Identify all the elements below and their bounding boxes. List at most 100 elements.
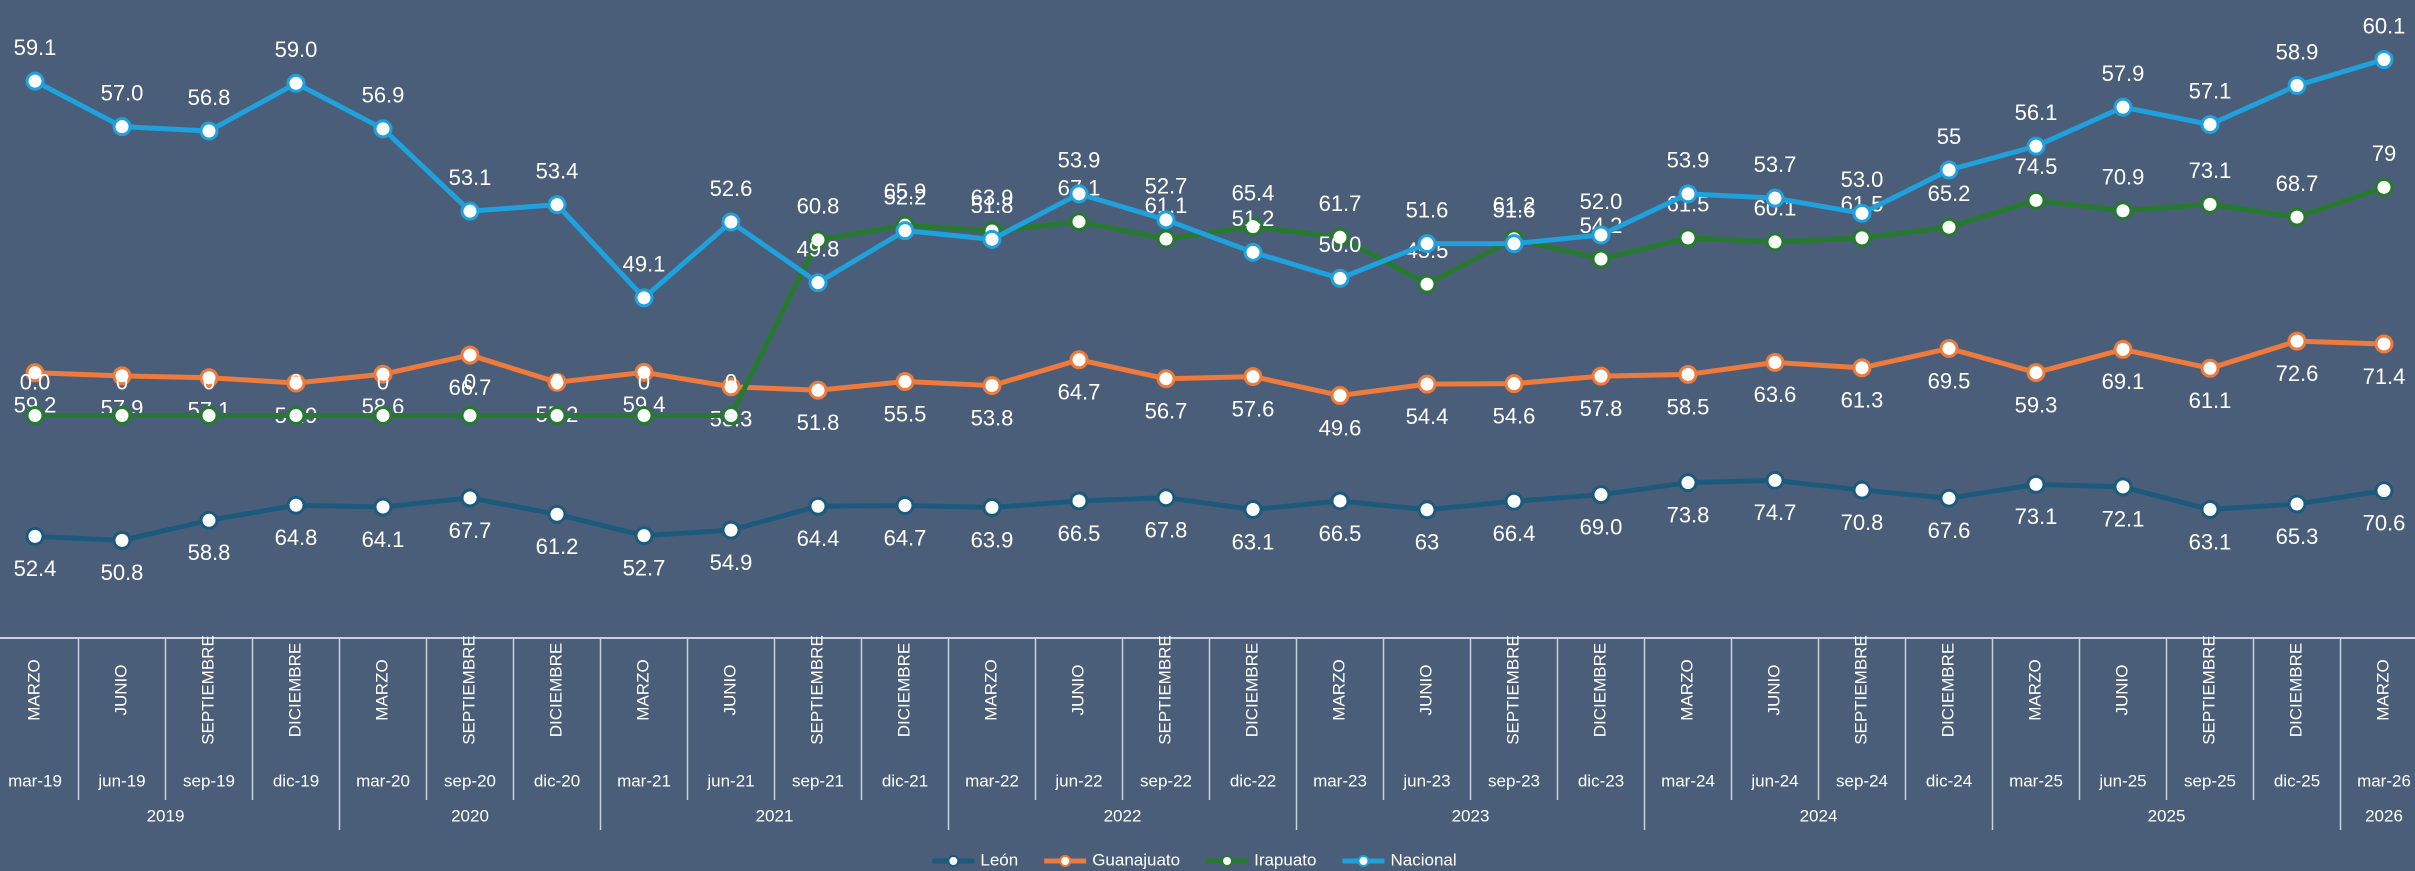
data-label: 69.0	[1580, 514, 1623, 539]
point	[373, 497, 393, 517]
point	[1417, 500, 1437, 520]
point	[286, 495, 306, 515]
data-label: 51.6	[1493, 197, 1536, 222]
data-label: 57.8	[1580, 396, 1623, 421]
point	[199, 510, 219, 530]
point	[25, 71, 45, 91]
point	[2113, 97, 2133, 117]
data-label: 56.7	[1145, 399, 1188, 424]
point	[199, 406, 219, 426]
point	[1243, 367, 1263, 387]
month-label: JUNIO	[2112, 665, 2131, 716]
legend: León Guanajuato Irapuato Nacional	[932, 850, 1457, 869]
point	[1504, 374, 1524, 394]
point	[1591, 366, 1611, 386]
x-tick-label: dic-24	[1926, 771, 1972, 790]
point	[1678, 228, 1698, 248]
point	[2287, 76, 2307, 95]
legend-label: Nacional	[1390, 850, 1456, 869]
x-tick-label: dic-19	[273, 771, 319, 790]
point	[1504, 234, 1524, 254]
point	[1330, 491, 1350, 511]
month-label: JUNIO	[111, 665, 130, 716]
data-label: 61.1	[2189, 388, 2232, 413]
data-label: 49.8	[797, 236, 840, 261]
point	[1156, 210, 1176, 230]
data-label: 61.2	[536, 534, 579, 559]
point	[1069, 350, 1089, 370]
point	[199, 121, 219, 141]
point	[2374, 177, 2394, 197]
year-label: 2026	[2365, 806, 2403, 825]
x-tick-label: mar-25	[2009, 771, 2063, 790]
legend-label: Guanajuato	[1092, 850, 1180, 869]
point	[286, 406, 306, 426]
point	[1591, 485, 1611, 505]
data-label: 53.9	[1667, 148, 1710, 173]
legend-marker	[1059, 855, 1072, 867]
point	[634, 288, 654, 308]
data-label: 50.0	[1319, 232, 1362, 257]
data-label: 66.5	[1058, 521, 1101, 546]
series-line	[33, 57, 2385, 301]
point	[1243, 242, 1263, 262]
data-label: 52.7	[1145, 174, 1188, 199]
x-tick-label: sep-21	[792, 771, 844, 790]
point	[634, 406, 654, 426]
point	[634, 362, 654, 382]
data-label: 0	[551, 369, 563, 394]
x-tick-label: mar-23	[1313, 771, 1367, 790]
point	[1852, 228, 1872, 248]
point	[547, 195, 567, 215]
point	[1417, 374, 1437, 394]
data-label: 56.8	[188, 85, 231, 110]
point	[2287, 331, 2307, 351]
point	[460, 345, 480, 365]
year-label: 2021	[756, 806, 794, 825]
data-label: 69.5	[1928, 368, 1971, 393]
month-label: SEPTIEMBRE	[1851, 635, 1870, 745]
point	[1417, 234, 1437, 254]
data-label: 57.9	[2102, 61, 2145, 86]
point	[1330, 268, 1350, 288]
point	[721, 212, 741, 232]
data-label: 65.3	[2276, 524, 2319, 549]
point	[2026, 363, 2046, 383]
point	[2287, 494, 2307, 514]
series-line	[34, 477, 2385, 543]
point	[808, 380, 828, 400]
data-label: 59.1	[14, 35, 57, 60]
month-label: JUNIO	[1416, 665, 1435, 716]
data-label: 65.4	[1232, 180, 1275, 205]
data-label: 49.1	[623, 252, 666, 277]
point	[2200, 358, 2220, 378]
month-label: JUNIO	[1068, 665, 1087, 716]
point	[982, 376, 1002, 396]
x-tick-label: mar-20	[356, 771, 410, 790]
data-label: 53.8	[971, 405, 1014, 430]
data-label: 60.1	[2363, 13, 2406, 38]
data-label: 56.9	[362, 83, 405, 108]
month-label: MARZO	[633, 659, 652, 720]
point	[286, 73, 306, 93]
point	[1330, 227, 1350, 247]
data-label: 67.6	[1928, 518, 1971, 543]
month-label: JUNIO	[720, 665, 739, 716]
data-label: 63.1	[2189, 529, 2232, 554]
point	[1765, 232, 1785, 252]
data-label: 53.7	[1754, 152, 1797, 177]
data-label: 64.4	[797, 526, 840, 551]
data-label: 63	[1415, 530, 1439, 555]
point	[1417, 274, 1437, 294]
data-label: 52.2	[884, 184, 927, 209]
data-label: 68.7	[2276, 171, 2319, 196]
data-label: 64.7	[1058, 380, 1101, 405]
point	[1939, 488, 1959, 508]
point	[1678, 184, 1698, 204]
year-label: 2024	[1800, 806, 1838, 825]
x-tick-label: jun-23	[1402, 771, 1450, 790]
data-label: 70.6	[2363, 510, 2406, 535]
point	[1678, 364, 1698, 384]
data-label: 63.1	[1232, 529, 1275, 554]
